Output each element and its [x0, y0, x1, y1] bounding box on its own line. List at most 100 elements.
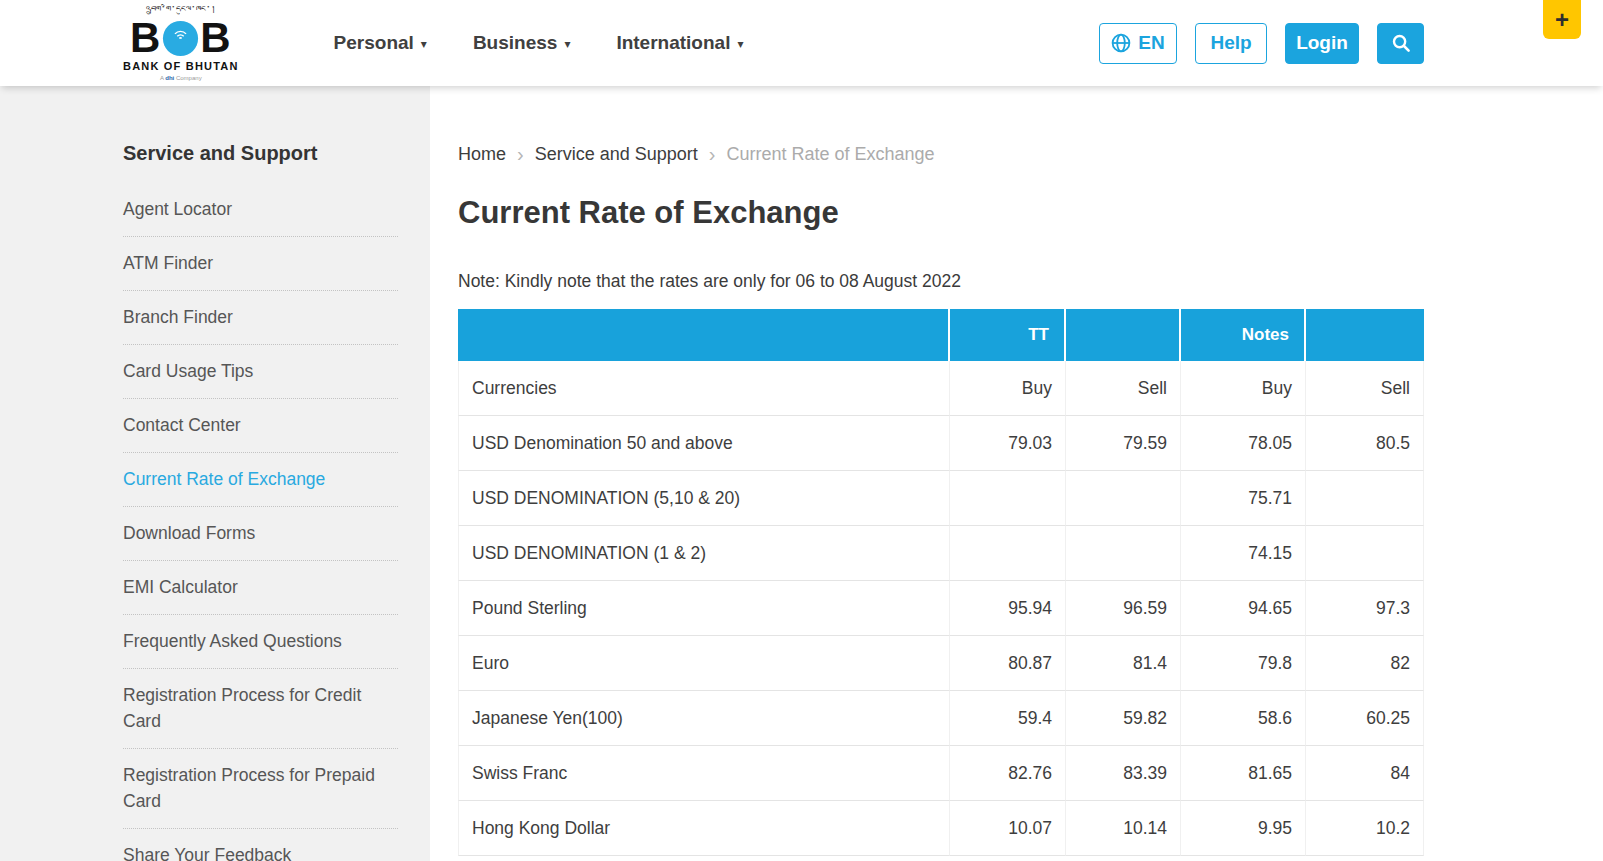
table-column-header-row: Currencies Buy Sell Buy Sell: [458, 361, 1424, 416]
main-content: Home › Service and Support › Current Rat…: [430, 86, 1603, 861]
tt-sell-cell: 79.59: [1066, 416, 1181, 471]
notes-buy-cell: 78.05: [1181, 416, 1306, 471]
sidebar-menu-item[interactable]: EMI Calculator: [123, 561, 398, 615]
logo-letter-b-right: B: [200, 17, 231, 59]
sidebar-menu-item[interactable]: Agent Locator: [123, 183, 398, 237]
tt-buy-cell: 95.94: [950, 581, 1066, 636]
column-header-tt-buy: Buy: [950, 361, 1066, 416]
chevron-down-icon: ▾: [421, 37, 427, 51]
currency-name-cell: Pound Sterling: [458, 581, 950, 636]
table-row: Japanese Yen(100) 59.4 59.82 58.6 60.25: [458, 691, 1424, 746]
table-row: Pound Sterling 95.94 96.59 94.65 97.3: [458, 581, 1424, 636]
sidebar-menu-item[interactable]: Branch Finder: [123, 291, 398, 345]
notes-sell-cell: 82: [1306, 636, 1424, 691]
currency-name-cell: USD DENOMINATION (5,10 & 20): [458, 471, 950, 526]
notes-sell-cell: 60.25: [1306, 691, 1424, 746]
group-header-empty: [1306, 309, 1424, 361]
group-header-empty: [458, 309, 950, 361]
sidebar-menu-item[interactable]: Download Forms: [123, 507, 398, 561]
page-layout: Service and Support Agent Locator ATM Fi…: [0, 86, 1603, 861]
nav-menu-item[interactable]: Personal ▾: [334, 32, 427, 54]
column-header-notes-sell: Sell: [1306, 361, 1424, 416]
language-button[interactable]: EN: [1099, 23, 1177, 64]
sidebar-menu-item[interactable]: Share Your Feedback: [123, 829, 398, 861]
table-row: Euro 80.87 81.4 79.8 82: [458, 636, 1424, 691]
search-button[interactable]: [1377, 23, 1424, 64]
table-row: USD DENOMINATION (5,10 & 20) 75.71: [458, 471, 1424, 526]
sidebar: Service and Support Agent Locator ATM Fi…: [0, 86, 430, 861]
exchange-rate-table: TT Notes Currencies Buy Sell Buy Sell: [458, 309, 1424, 856]
breadcrumb-link[interactable]: Current Rate of Exchange: [726, 144, 934, 165]
tt-sell-cell: 81.4: [1066, 636, 1181, 691]
nav-menu-item[interactable]: Business ▾: [473, 32, 571, 54]
nav-menu-item[interactable]: International ▾: [616, 32, 743, 54]
top-navbar: འབྲུག་གི་དངུལ་ཁང་། B B BANK OF BHUTAN A …: [0, 0, 1603, 86]
globe-icon: [1111, 33, 1131, 53]
table-row: Hong Kong Dollar 10.07 10.14 9.95 10.2: [458, 801, 1424, 856]
accessibility-toolbar-button[interactable]: +: [1543, 0, 1581, 39]
table-row: USD DENOMINATION (1 & 2) 74.15: [458, 526, 1424, 581]
notes-buy-cell: 74.15: [1181, 526, 1306, 581]
sidebar-menu-item[interactable]: Registration Process for Credit Card: [123, 669, 398, 749]
tt-sell-cell: 10.14: [1066, 801, 1181, 856]
column-header-tt-sell: Sell: [1066, 361, 1181, 416]
navbar-actions: EN Help Login: [1099, 23, 1424, 64]
tt-sell-cell: 83.39: [1066, 746, 1181, 801]
main-menu: Personal ▾ Business ▾ International ▾: [334, 32, 744, 54]
notes-buy-cell: 75.71: [1181, 471, 1306, 526]
search-icon: [1391, 33, 1411, 53]
group-header-tt: TT: [950, 309, 1066, 361]
sidebar-menu-item[interactable]: Contact Center: [123, 399, 398, 453]
language-label: EN: [1138, 32, 1164, 54]
tt-buy-cell: 82.76: [950, 746, 1066, 801]
breadcrumb-link[interactable]: Service and Support: [535, 144, 698, 165]
notes-sell-cell: [1306, 526, 1424, 581]
login-button[interactable]: Login: [1285, 23, 1359, 64]
group-header-notes: Notes: [1181, 309, 1306, 361]
tt-buy-cell: 59.4: [950, 691, 1066, 746]
nav-menu-label: International: [616, 32, 730, 54]
notes-sell-cell: 84: [1306, 746, 1424, 801]
sidebar-menu-item[interactable]: Card Usage Tips: [123, 345, 398, 399]
bank-logo[interactable]: འབྲུག་གི་དངུལ་ཁང་། B B BANK OF BHUTAN A …: [123, 5, 239, 81]
table-row: USD Denomination 50 and above 79.03 79.5…: [458, 416, 1424, 471]
logo-blue-circle-icon: [162, 20, 199, 57]
page-title: Current Rate of Exchange: [458, 195, 1603, 231]
tt-sell-cell: 96.59: [1066, 581, 1181, 636]
currency-name-cell: USD Denomination 50 and above: [458, 416, 950, 471]
notes-sell-cell: [1306, 471, 1424, 526]
notes-sell-cell: 10.2: [1306, 801, 1424, 856]
tt-buy-cell: 79.03: [950, 416, 1066, 471]
notes-buy-cell: 81.65: [1181, 746, 1306, 801]
nav-menu-label: Business: [473, 32, 557, 54]
chevron-down-icon: ▾: [564, 37, 570, 51]
currency-name-cell: Swiss Franc: [458, 746, 950, 801]
breadcrumb-separator-icon: ›: [517, 144, 524, 164]
breadcrumb-separator-icon: ›: [709, 144, 716, 164]
sidebar-menu-item[interactable]: Registration Process for Prepaid Card: [123, 749, 398, 829]
column-header-currencies: Currencies: [458, 361, 950, 416]
table-body: USD Denomination 50 and above 79.03 79.5…: [458, 416, 1424, 856]
currency-name-cell: Euro: [458, 636, 950, 691]
logo-bank-name: BANK OF BHUTAN: [123, 61, 239, 72]
notes-buy-cell: 79.8: [1181, 636, 1306, 691]
group-header-empty: [1066, 309, 1181, 361]
table-group-header-row: TT Notes: [458, 309, 1424, 361]
tt-sell-cell: [1066, 471, 1181, 526]
notes-buy-cell: 58.6: [1181, 691, 1306, 746]
tt-sell-cell: 59.82: [1066, 691, 1181, 746]
tt-buy-cell: 80.87: [950, 636, 1066, 691]
logo-letter-b-left: B: [130, 17, 161, 59]
logo-tagline: A dhi Company: [160, 75, 202, 81]
currency-name-cell: USD DENOMINATION (1 & 2): [458, 526, 950, 581]
tt-buy-cell: [950, 471, 1066, 526]
sidebar-title: Service and Support: [123, 142, 398, 165]
notes-buy-cell: 9.95: [1181, 801, 1306, 856]
chevron-down-icon: ▾: [737, 37, 743, 51]
sidebar-menu-item[interactable]: ATM Finder: [123, 237, 398, 291]
tt-buy-cell: 10.07: [950, 801, 1066, 856]
sidebar-menu-item[interactable]: Current Rate of Exchange: [123, 453, 398, 507]
breadcrumb-link[interactable]: Home: [458, 144, 506, 165]
sidebar-menu-item[interactable]: Frequently Asked Questions: [123, 615, 398, 669]
help-button[interactable]: Help: [1195, 23, 1267, 64]
